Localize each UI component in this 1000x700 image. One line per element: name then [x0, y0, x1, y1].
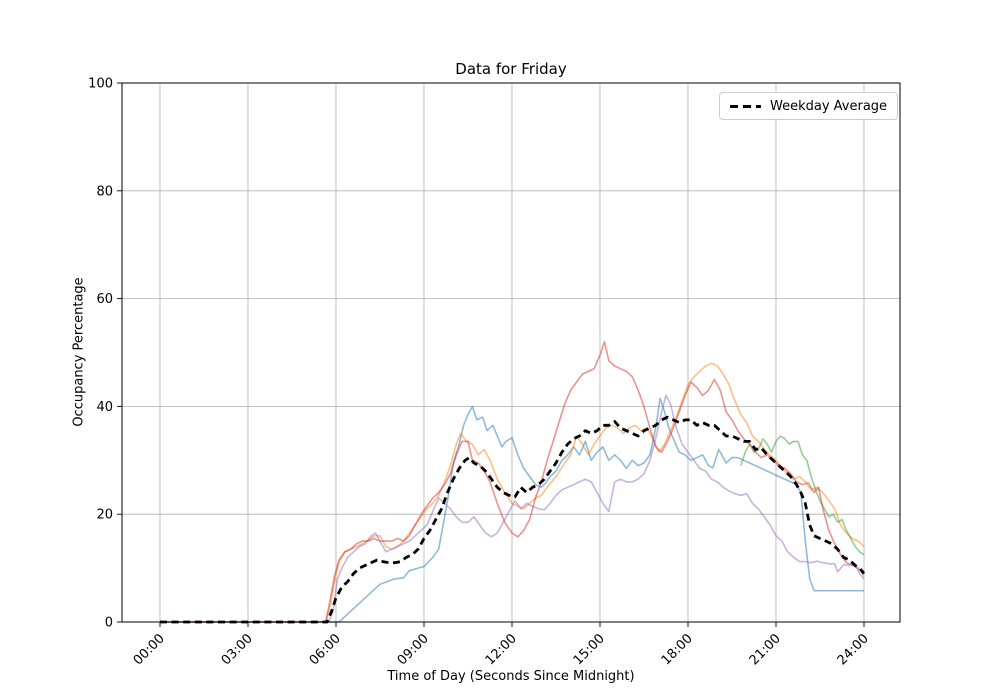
- x-tick-label: 18:00: [659, 631, 696, 668]
- friday-series-green-line: [740, 435, 865, 556]
- x-tick-label: 21:00: [747, 631, 784, 668]
- y-tick-label: 0: [105, 616, 113, 631]
- x-tick-label: 00:00: [131, 631, 168, 668]
- friday-series-purple-line: [160, 394, 865, 623]
- y-tick-label: 40: [96, 400, 113, 415]
- friday-series-orange-line: [160, 362, 865, 623]
- x-axis-label: Time of Day (Seconds Since Midnight): [387, 669, 635, 684]
- y-tick-label: 80: [96, 184, 113, 199]
- legend: Weekday Average: [719, 92, 899, 120]
- x-tick-label: 09:00: [395, 631, 432, 668]
- x-tick-label: 06:00: [307, 631, 344, 668]
- chart-title: Data for Friday: [455, 60, 567, 78]
- y-tick-label: 60: [96, 292, 113, 307]
- friday-series-blue-line: [160, 397, 864, 623]
- x-tick-label: 24:00: [835, 631, 872, 668]
- weekday-average-line: [160, 415, 866, 624]
- y-tick-label: 100: [88, 77, 113, 92]
- plot-border: [121, 82, 901, 623]
- y-axis-label: Occupancy Percentage: [71, 277, 87, 427]
- legend-label: Weekday Average: [770, 98, 888, 114]
- dashed-line-icon: [730, 104, 761, 108]
- x-tick-label: 03:00: [219, 631, 256, 668]
- x-tick-label: 15:00: [571, 631, 608, 668]
- x-tick-label: 12:00: [483, 631, 520, 668]
- y-tick-label: 20: [96, 508, 113, 523]
